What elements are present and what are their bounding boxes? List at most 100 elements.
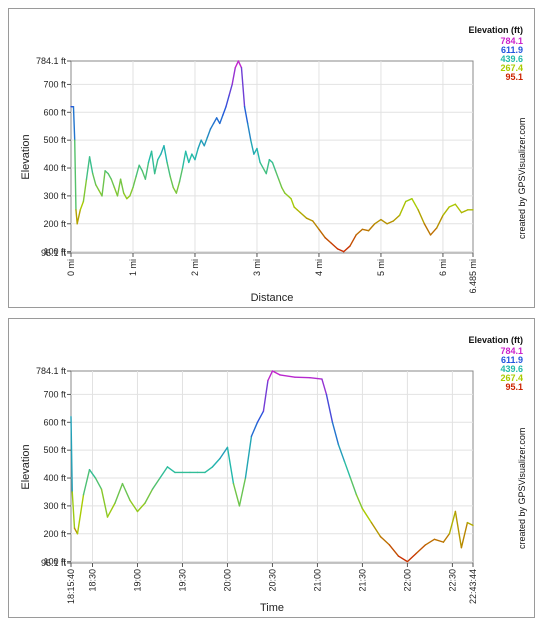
x-tick-label: 1 mi — [128, 259, 138, 276]
elevation-segment — [388, 544, 400, 557]
elevation-segment — [222, 106, 227, 116]
elevation-segment — [246, 122, 252, 141]
elevation-segment — [349, 477, 358, 496]
x-axis-title: Time — [260, 602, 284, 614]
x-tick-label: 18:30 — [87, 569, 97, 592]
elevation-segment — [191, 153, 196, 161]
elevation-segment — [321, 378, 328, 396]
elevation-segment — [106, 502, 116, 518]
elevation-segment — [271, 370, 281, 376]
elevation-segment — [135, 164, 140, 178]
elevation-segment — [343, 245, 351, 253]
elevation-segment — [380, 218, 388, 225]
elevation-segment — [240, 67, 246, 108]
elevation-segment — [448, 510, 457, 535]
elevation-segment — [250, 421, 259, 437]
time-elevation-chart: 784.1 ft 700 ft 600 ft 500 ft 400 ft 300 ft 20… — [8, 318, 535, 618]
elevation-segment — [181, 150, 187, 169]
elevation-segment — [256, 147, 261, 164]
elevation-segment — [417, 209, 426, 225]
elevation-segment — [232, 482, 241, 507]
elevation-segment — [429, 227, 438, 236]
elevation-segment — [172, 186, 178, 194]
elevation-segment — [212, 117, 218, 125]
x-tick-label: 18:15:40 — [66, 569, 76, 604]
elevation-segment — [136, 502, 146, 513]
x-tick-label: 22:00 — [402, 569, 412, 592]
elevation-segment — [113, 186, 119, 197]
x-tick-label: 19:00 — [132, 569, 142, 592]
elevation-segment — [379, 535, 391, 546]
elevation-segment — [116, 178, 122, 197]
y-tick-label: 500 ft — [43, 445, 66, 455]
y-tick-label: 784.1 ft — [36, 366, 67, 376]
elevation-segment — [271, 161, 277, 172]
elevation-segment — [184, 150, 190, 164]
elevation-segment — [423, 223, 432, 236]
credit-label: created by GPSVisualizer.com — [517, 428, 527, 549]
elevation-segment — [129, 499, 139, 513]
x-tick-label: 22:30 — [447, 569, 457, 592]
legend-entry: 95.1 — [505, 72, 523, 82]
elevation-segment — [405, 197, 413, 203]
elevation-segment — [76, 209, 81, 225]
elevation-segment — [250, 139, 255, 155]
elevation-segment — [238, 477, 247, 507]
elevation-segment — [398, 200, 407, 217]
elevation-segment — [442, 206, 450, 217]
elevation-segment — [436, 214, 444, 229]
elevation-segment — [367, 223, 376, 232]
x-tick-label: 20:30 — [267, 569, 277, 592]
legend-title: Elevation (ft) — [468, 25, 523, 35]
elevation-segment — [299, 211, 308, 219]
elevation-segment — [122, 192, 128, 200]
elevation-segment — [166, 466, 176, 474]
elevation-segment — [336, 248, 345, 253]
x-tick-label: 3 mi — [252, 259, 262, 276]
distance-chart-svg: 784.1 ft 700 ft 600 ft 500 ft 400 ft 300 ft 20… — [20, 25, 527, 304]
elevation-segment — [219, 114, 224, 125]
elevation-segment — [330, 242, 339, 250]
x-tick-label: 6 mi — [438, 259, 448, 276]
legend-entry: 439.6 — [500, 54, 523, 64]
elevation-segment — [150, 150, 156, 175]
elevation-segment — [324, 237, 333, 244]
elevation-segment — [166, 161, 171, 178]
x-axis-title: Distance — [251, 292, 294, 304]
elevation-segment — [95, 184, 100, 192]
elevation-segment — [194, 147, 199, 161]
elevation-segment — [175, 181, 181, 194]
y-tick-label: 95.1 ft — [41, 558, 67, 568]
elevation-segment — [262, 379, 269, 412]
x-tick-label: 21:00 — [312, 569, 322, 592]
distance-elevation-chart: 784.1 ft 700 ft 600 ft 500 ft 400 ft 300 ft 20… — [8, 8, 535, 308]
elevation-segment — [406, 552, 418, 563]
elevation-series — [70, 60, 474, 253]
elevation-segment — [355, 228, 364, 236]
legend-entry: 95.1 — [505, 382, 523, 392]
elevation-segment — [206, 128, 212, 139]
elevation-segment — [141, 170, 147, 180]
elevation-series — [70, 370, 474, 563]
legend-title: Elevation (ft) — [468, 335, 523, 345]
y-tick-label: 95.1 ft — [41, 248, 67, 258]
elevation-segment — [424, 538, 436, 546]
elevation-segment — [312, 220, 320, 231]
y-tick-label: 700 ft — [43, 79, 66, 89]
legend-entry: 267.4 — [500, 373, 523, 383]
elevation-segment — [259, 161, 264, 169]
elevation-segment — [226, 446, 235, 485]
time-chart-svg: 784.1 ft 700 ft 600 ft 500 ft 400 ft 300 ft 20… — [20, 335, 527, 614]
elevation-segment — [101, 170, 106, 197]
y-tick-label: 100 ft — [43, 247, 66, 257]
elevation-segment — [121, 482, 131, 502]
elevation-segment — [203, 136, 209, 147]
elevation-segment — [267, 370, 274, 382]
elevation-segment — [392, 214, 401, 222]
elevation-segment — [209, 122, 215, 130]
elevation-segment — [132, 175, 137, 189]
elevation-segment — [244, 435, 253, 479]
elevation-segment — [82, 468, 91, 496]
x-tick-label: 21:30 — [357, 569, 367, 592]
elevation-segment — [82, 178, 88, 203]
